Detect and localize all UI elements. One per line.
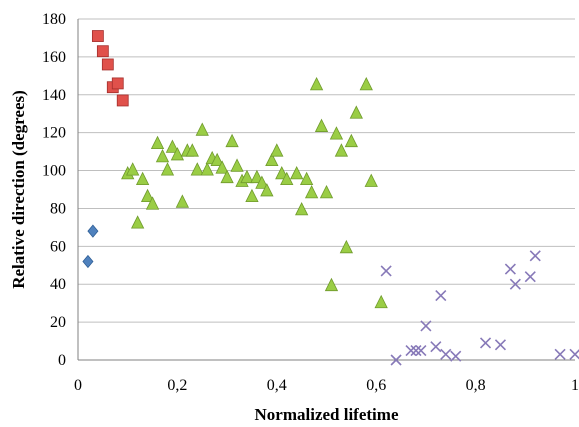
data-point-x — [509, 278, 521, 290]
data-point-triangle — [126, 162, 140, 176]
data-point-triangle — [299, 171, 314, 185]
data-point-triangle — [374, 294, 388, 309]
x-axis-title: Normalized lifetime — [255, 405, 399, 424]
data-point-x — [435, 290, 447, 302]
data-point-x — [415, 344, 427, 357]
data-point-x — [479, 337, 492, 349]
data-point-x — [504, 263, 516, 275]
data-point-triangle — [364, 173, 378, 187]
x-tick-labels: 0 0,2 0,4 0,6 0,8 1 — [74, 377, 579, 394]
y-tick-label: 20 — [50, 314, 66, 331]
data-point-triangle — [329, 126, 344, 140]
data-point-triangle — [304, 184, 319, 199]
x-tick-label: 0,4 — [267, 377, 287, 394]
data-point-square — [116, 94, 129, 107]
data-point-triangle — [215, 160, 229, 174]
y-tick-label: 80 — [50, 200, 66, 217]
data-point-triangle — [160, 162, 175, 176]
y-tick-label: 100 — [42, 163, 66, 180]
x-tick-label: 0,6 — [366, 377, 386, 394]
data-point-triangle — [290, 166, 304, 180]
data-point-triangle — [185, 143, 199, 157]
data-point-triangle — [170, 147, 185, 161]
data-point-triangle — [190, 162, 204, 176]
gridlines — [78, 18, 575, 323]
data-point-triangle — [334, 143, 349, 157]
data-point-triangle — [135, 171, 150, 185]
y-tick-label: 0 — [58, 352, 66, 369]
data-point-triangle — [339, 239, 354, 254]
data-point-triangle — [175, 194, 190, 208]
data-point-triangle — [280, 171, 294, 185]
y-tick-label: 180 — [42, 11, 66, 28]
data-point-x — [410, 344, 422, 357]
data-point-diamond — [87, 224, 99, 238]
y-tick-labels: 0 20 40 60 80 100 120 140 160 180 — [42, 11, 66, 369]
data-point-triangle — [210, 152, 224, 167]
data-point-square — [111, 77, 124, 90]
y-tick-label: 60 — [50, 238, 66, 255]
data-point-x — [380, 265, 392, 277]
data-point-triangle — [319, 184, 334, 199]
data-point-square — [101, 58, 114, 71]
data-point-triangle — [220, 169, 234, 184]
y-tick-label: 120 — [42, 125, 66, 142]
data-point-triangle — [240, 169, 254, 184]
data-point-triangle — [155, 148, 170, 163]
x-tick-label: 1 — [571, 377, 579, 394]
data-point-x — [494, 339, 507, 351]
data-point-x — [529, 250, 541, 262]
data-point-triangle — [265, 152, 279, 167]
x-tick-label: 0 — [74, 377, 82, 394]
data-point-triangle — [260, 183, 274, 197]
data-point-triangle — [324, 277, 339, 292]
data-points — [82, 30, 579, 366]
data-point-x — [450, 350, 462, 362]
data-point-x — [390, 354, 402, 366]
data-point-triangle — [359, 76, 373, 91]
data-point-square — [91, 30, 104, 42]
data-point-x — [430, 341, 442, 353]
y-tick-label: 160 — [42, 49, 66, 66]
data-point-triangle — [225, 133, 239, 148]
data-point-x — [554, 348, 566, 360]
data-point-triangle — [344, 133, 358, 148]
data-point-triangle — [195, 122, 209, 136]
data-point-triangle — [309, 76, 324, 91]
data-point-triangle — [150, 135, 165, 149]
data-point-triangle — [255, 175, 269, 189]
data-point-triangle — [200, 162, 214, 176]
data-point-triangle — [314, 118, 329, 132]
data-point-triangle — [130, 215, 145, 229]
y-tick-label: 40 — [50, 276, 66, 293]
data-point-triangle — [295, 202, 309, 216]
y-tick-label: 140 — [42, 87, 66, 104]
data-point-x — [440, 348, 452, 360]
data-point-x — [524, 271, 536, 283]
data-point-x — [420, 320, 432, 332]
data-point-x — [569, 348, 579, 360]
axes — [77, 19, 575, 361]
y-axis-title: Relative direction (degrees) — [9, 90, 28, 289]
data-point-x — [405, 344, 417, 357]
data-point-triangle — [230, 158, 244, 172]
data-point-triangle — [140, 188, 155, 203]
data-point-square — [96, 45, 109, 58]
data-point-triangle — [245, 188, 259, 203]
data-point-triangle — [349, 105, 363, 119]
data-point-diamond — [82, 254, 94, 269]
data-point-triangle — [145, 196, 160, 210]
data-point-triangle — [165, 139, 180, 153]
data-point-triangle — [270, 143, 284, 157]
x-tick-label: 0,8 — [466, 377, 486, 394]
x-tick-label: 0,2 — [167, 377, 187, 394]
